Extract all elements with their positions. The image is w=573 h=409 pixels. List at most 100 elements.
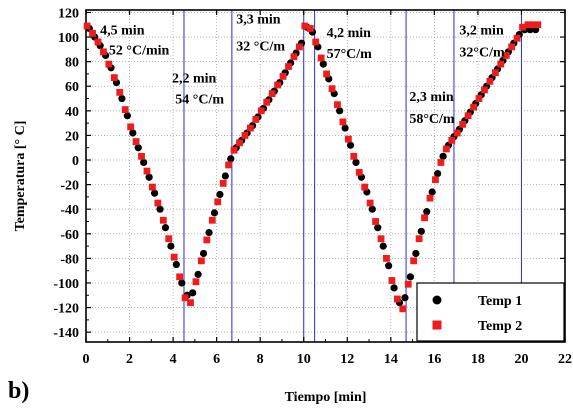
data-point bbox=[385, 262, 393, 270]
legend: Temp 1 Temp 2 bbox=[416, 282, 565, 342]
data-point bbox=[156, 205, 164, 213]
data-point bbox=[138, 152, 145, 160]
y-tick-label: 40 bbox=[65, 105, 79, 120]
data-point bbox=[377, 235, 385, 243]
data-point bbox=[426, 194, 434, 202]
data-point bbox=[225, 161, 233, 169]
data-point bbox=[123, 112, 131, 120]
data-point bbox=[295, 43, 303, 51]
data-point bbox=[301, 22, 309, 30]
x-tick-label: 4 bbox=[170, 352, 177, 367]
rate-annotation: 54 °C/m bbox=[175, 92, 224, 107]
data-point bbox=[406, 273, 415, 281]
data-point bbox=[121, 106, 129, 113]
data-point bbox=[145, 173, 153, 181]
data-point bbox=[236, 139, 243, 147]
data-point bbox=[192, 278, 200, 286]
data-point bbox=[221, 172, 229, 180]
y-tick-label: 20 bbox=[65, 129, 79, 144]
rate-annotation: 32°C/m bbox=[459, 46, 505, 61]
data-point bbox=[475, 95, 483, 102]
data-point bbox=[127, 123, 135, 131]
data-point bbox=[263, 98, 271, 106]
data-point bbox=[519, 23, 526, 31]
rate-annotation: 3,3 min bbox=[236, 13, 281, 28]
data-point bbox=[336, 107, 344, 115]
x-tick-label: 10 bbox=[297, 352, 311, 367]
x-tick-label: 16 bbox=[427, 352, 441, 367]
y-tick-labels: -140 -120 -100 -80 -60 -40 -20 0 20 40 60 80 100 120 bbox=[53, 6, 79, 341]
data-point bbox=[459, 120, 467, 128]
data-point bbox=[230, 146, 238, 154]
data-point bbox=[317, 54, 325, 62]
data-point bbox=[319, 60, 327, 68]
data-point bbox=[134, 144, 142, 152]
x-tick-labels: 0 2 4 6 8 10 12 14 16 18 20 22 bbox=[83, 352, 573, 367]
data-point bbox=[428, 188, 436, 196]
data-point bbox=[350, 152, 358, 160]
data-point bbox=[355, 168, 363, 176]
data-point bbox=[432, 176, 439, 184]
data-point bbox=[323, 70, 330, 78]
legend-label-temp-1: Temp 1 bbox=[478, 294, 522, 309]
x-axis-label: Tiempo [min] bbox=[285, 390, 367, 405]
y-axis-label: Temperatura [° C] bbox=[13, 121, 28, 232]
data-point bbox=[383, 254, 390, 262]
legend-box bbox=[416, 282, 565, 342]
rate-annotation: 2,3 min bbox=[409, 90, 454, 105]
data-point bbox=[279, 73, 287, 80]
data-point bbox=[404, 280, 412, 288]
data-point bbox=[161, 224, 170, 232]
data-point bbox=[214, 198, 222, 206]
data-point bbox=[150, 189, 159, 197]
legend-marker-temp-2 bbox=[432, 320, 442, 330]
data-point bbox=[399, 305, 407, 313]
data-point bbox=[110, 74, 118, 82]
x-tick-label: 0 bbox=[83, 352, 90, 367]
rate-annotation: 57°C/m bbox=[327, 47, 373, 62]
data-point bbox=[410, 257, 418, 265]
data-point bbox=[203, 236, 211, 244]
rate-annotation: 52 °C/min bbox=[109, 43, 170, 58]
y-tick-label: -140 bbox=[53, 326, 79, 341]
x-tick-label: 2 bbox=[126, 352, 133, 367]
data-point bbox=[502, 52, 510, 59]
data-point bbox=[470, 103, 477, 111]
data-point bbox=[149, 183, 156, 191]
data-point bbox=[187, 299, 194, 307]
y-tick-label: -100 bbox=[53, 277, 79, 292]
data-point bbox=[94, 38, 102, 46]
data-point bbox=[508, 43, 516, 51]
data-point bbox=[417, 227, 425, 235]
data-point bbox=[172, 260, 180, 269]
data-series bbox=[83, 21, 542, 313]
data-point bbox=[339, 118, 347, 126]
data-point bbox=[439, 152, 447, 160]
data-point bbox=[89, 29, 96, 37]
data-point bbox=[368, 205, 376, 213]
data-point bbox=[165, 235, 173, 243]
legend-label-temp-2: Temp 2 bbox=[478, 319, 522, 334]
data-point bbox=[388, 277, 396, 284]
data-point bbox=[129, 129, 137, 137]
data-point bbox=[423, 208, 431, 216]
data-point bbox=[401, 294, 409, 302]
data-point bbox=[105, 60, 113, 68]
data-point bbox=[442, 145, 450, 153]
rate-annotation: 3,2 min bbox=[459, 24, 504, 39]
data-point bbox=[524, 21, 532, 29]
data-point bbox=[290, 53, 298, 61]
data-point bbox=[421, 214, 428, 222]
data-point bbox=[448, 136, 456, 144]
data-point bbox=[178, 279, 186, 287]
data-point bbox=[118, 94, 126, 103]
data-point bbox=[379, 242, 387, 250]
data-point bbox=[464, 112, 472, 120]
data-point bbox=[100, 48, 107, 56]
x-tick-label: 20 bbox=[514, 352, 528, 367]
y-tick-label: -20 bbox=[60, 179, 79, 194]
data-point bbox=[346, 141, 355, 149]
y-tick-label: 60 bbox=[65, 80, 79, 95]
